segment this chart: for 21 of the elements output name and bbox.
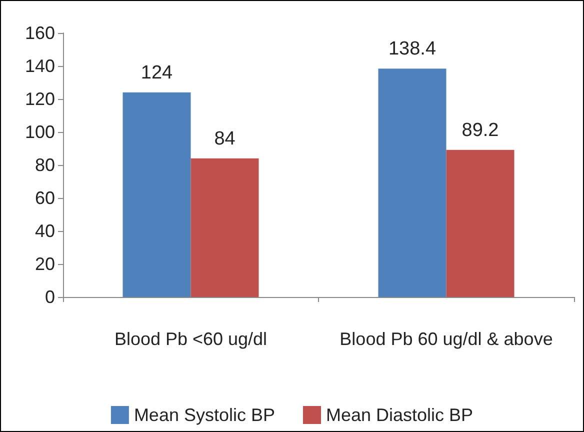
y-tick-label: 140 [24,56,55,76]
x-tick-label: Blood Pb 60 ug/dl & above [340,329,553,349]
y-tick-label: 120 [24,89,55,109]
bar [378,68,446,297]
bar [122,92,191,297]
y-tick-label: 40 [34,221,55,241]
data-label: 89.2 [462,120,499,141]
y-tick-label: 20 [34,254,55,274]
data-label: 124 [140,62,174,84]
y-tick-label: 60 [34,188,55,208]
bar [446,150,514,297]
data-label: 84 [214,128,236,150]
y-tick-label: 0 [44,287,55,307]
x-tick-label: Blood Pb <60 ug/dl [114,329,268,349]
y-tick-label: 160 [24,23,55,43]
y-tick-label: 80 [34,155,55,175]
bar [190,158,259,297]
y-tick-label: 100 [24,122,55,142]
data-label: 138.4 [388,38,436,60]
legend-label: Mean Systolic BP [134,405,276,425]
legend-label: Mean Diastolic BP [326,405,474,425]
